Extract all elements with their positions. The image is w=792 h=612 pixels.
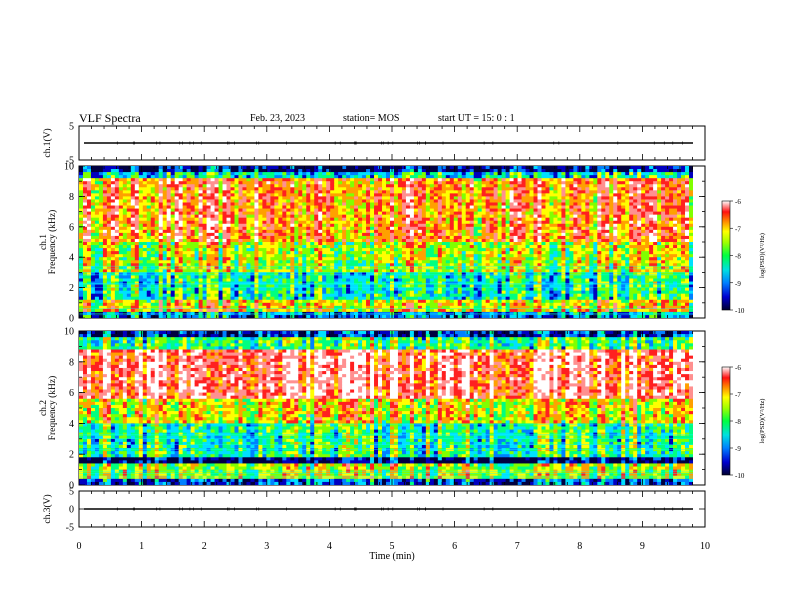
xtick-label: 4 (327, 541, 332, 552)
chart-title: VLF Spectra (79, 111, 141, 125)
ch3-waveform (84, 507, 693, 511)
date-label: Feb. 23, 2023 (250, 113, 305, 124)
xtick-label: 10 (700, 541, 710, 552)
ch1-waveform-ytick-label: 5 (69, 122, 74, 133)
xtick-label: 8 (577, 541, 582, 552)
ch2-colorbar-tick: -9 (735, 445, 741, 453)
ch1-spectrogram-ytick-label: 2 (69, 283, 74, 294)
ch2-colorbar-tick: -7 (735, 391, 741, 399)
ch2-spectrogram-ytick-label: 10 (64, 327, 74, 338)
ch2-spectrogram-ylabel: ch.2 (39, 400, 49, 416)
ch2-spectrogram-ytick-label: 0 (69, 481, 74, 492)
ch1-colorbar-tick: -6 (735, 198, 741, 206)
ch2-spectrogram-ytick-label: 2 (69, 450, 74, 461)
ch1-spectrogram-ytick-label: 8 (69, 192, 74, 203)
ch1-spectrogram-ytick-label: 6 (69, 222, 74, 233)
start-time-label: start UT = 15: 0 : 1 (438, 113, 515, 124)
ch1-waveform-ytick-label: -5 (66, 156, 74, 167)
ch1-spectrogram-ytick-label: 0 (69, 314, 74, 325)
xtick-label: 6 (452, 541, 457, 552)
xtick-label: 1 (139, 541, 144, 552)
ch2-colorbar (721, 366, 731, 476)
ch1-colorbar-tick: -9 (735, 280, 741, 288)
ch3-waveform-ylabel: ch.3(V) (42, 494, 53, 523)
ch3-waveform-ytick-label: -5 (66, 523, 74, 534)
ch1-waveform-ylabel: ch.1(V) (42, 128, 53, 157)
ch2-spectrogram (79, 331, 693, 485)
ch1-spectrogram-ylabel: Frequency (kHz) (47, 210, 58, 275)
ch1-spectrogram (79, 166, 693, 318)
ch1-spectrogram-ytick-label: 4 (69, 253, 74, 264)
ch2-colorbar-tick: -6 (735, 364, 741, 372)
ch1-spectrogram-ytick-label: 10 (64, 162, 74, 173)
ch2-colorbar-tick: -10 (735, 472, 745, 480)
ch2-spectrogram-ytick-label: 4 (69, 419, 74, 430)
xtick-label: 5 (390, 541, 395, 552)
xtick-label: 2 (202, 541, 207, 552)
ch1-colorbar-tick: -8 (735, 253, 741, 261)
xtick-label: 9 (640, 541, 645, 552)
station-label: station= MOS (343, 113, 400, 124)
ch3-waveform-ytick-label: 0 (69, 505, 74, 516)
ch2-spectrogram-ytick-label: 8 (69, 357, 74, 368)
ch2-colorbar-tick: -8 (735, 418, 741, 426)
xtick-label: 0 (77, 541, 82, 552)
ch2-spectrogram-ytick-label: 6 (69, 388, 74, 399)
ch2-colorbar-label: log(PSD)(V²/Hz) (759, 399, 766, 444)
ch1-colorbar-tick: -7 (735, 225, 741, 233)
ch1-colorbar-tick: -10 (735, 307, 745, 315)
ch1-waveform (84, 141, 693, 145)
ch1-colorbar-label: log(PSD)(V²/Hz) (759, 233, 766, 278)
ch3-waveform-ytick-label: 5 (69, 487, 74, 498)
ch2-spectrogram-ylabel: Frequency (kHz) (47, 376, 58, 441)
xtick-label: 3 (264, 541, 269, 552)
ch1-spectrogram-ylabel: ch.1 (39, 234, 49, 250)
xaxis-label: Time (min) (369, 551, 414, 562)
xtick-label: 7 (515, 541, 520, 552)
ch1-colorbar (721, 200, 731, 311)
